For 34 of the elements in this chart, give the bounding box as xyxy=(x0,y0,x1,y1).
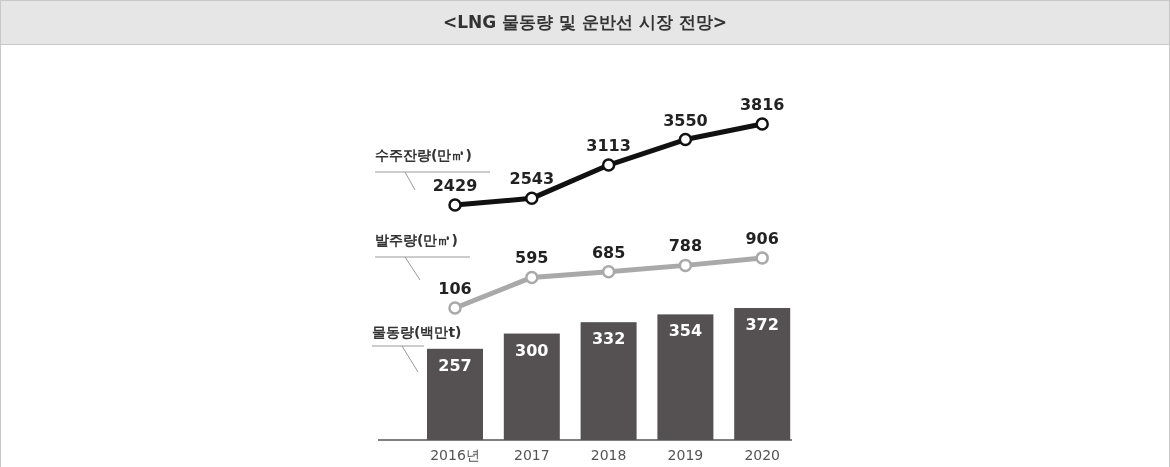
x-tick-label: 2017 xyxy=(513,447,550,463)
y-axis-title: 물동량(백만t) xyxy=(372,324,462,340)
point xyxy=(755,117,769,131)
point xyxy=(601,265,616,279)
data-label: 354 xyxy=(668,321,703,341)
point xyxy=(678,258,693,273)
data-label: 788 xyxy=(668,236,703,256)
data-label: 2429 xyxy=(432,176,478,195)
data-label: 3550 xyxy=(663,110,708,130)
data-label: 300 xyxy=(515,340,549,360)
point xyxy=(448,301,462,315)
y-axis-title: 수주잔량(만㎥) xyxy=(375,147,472,163)
data-label: 685 xyxy=(591,242,626,262)
x-tick-label: 2019 xyxy=(667,447,704,463)
point xyxy=(601,158,616,172)
y-axis-title: 발주량(만㎥) xyxy=(375,232,458,248)
data-label: 906 xyxy=(745,229,779,248)
data-label: 332 xyxy=(591,329,626,349)
data-label: 3113 xyxy=(586,136,631,156)
data-label: 372 xyxy=(745,315,779,334)
data-label: 257 xyxy=(438,355,472,375)
x-tick-label: 2016년 xyxy=(430,447,480,463)
point xyxy=(448,198,462,212)
point xyxy=(755,251,769,265)
data-label: 2543 xyxy=(509,169,555,189)
x-tick-label: 2020 xyxy=(744,447,781,463)
x-tick-label: 2018 xyxy=(590,447,627,463)
data-label: 106 xyxy=(438,279,472,298)
point xyxy=(525,191,539,206)
chart-title: <LNG 물동량 및 운반선 시장 전망> xyxy=(442,12,728,32)
point xyxy=(678,132,693,147)
data-label: 3816 xyxy=(739,95,785,114)
point xyxy=(525,270,539,285)
data-label: 595 xyxy=(515,248,549,268)
